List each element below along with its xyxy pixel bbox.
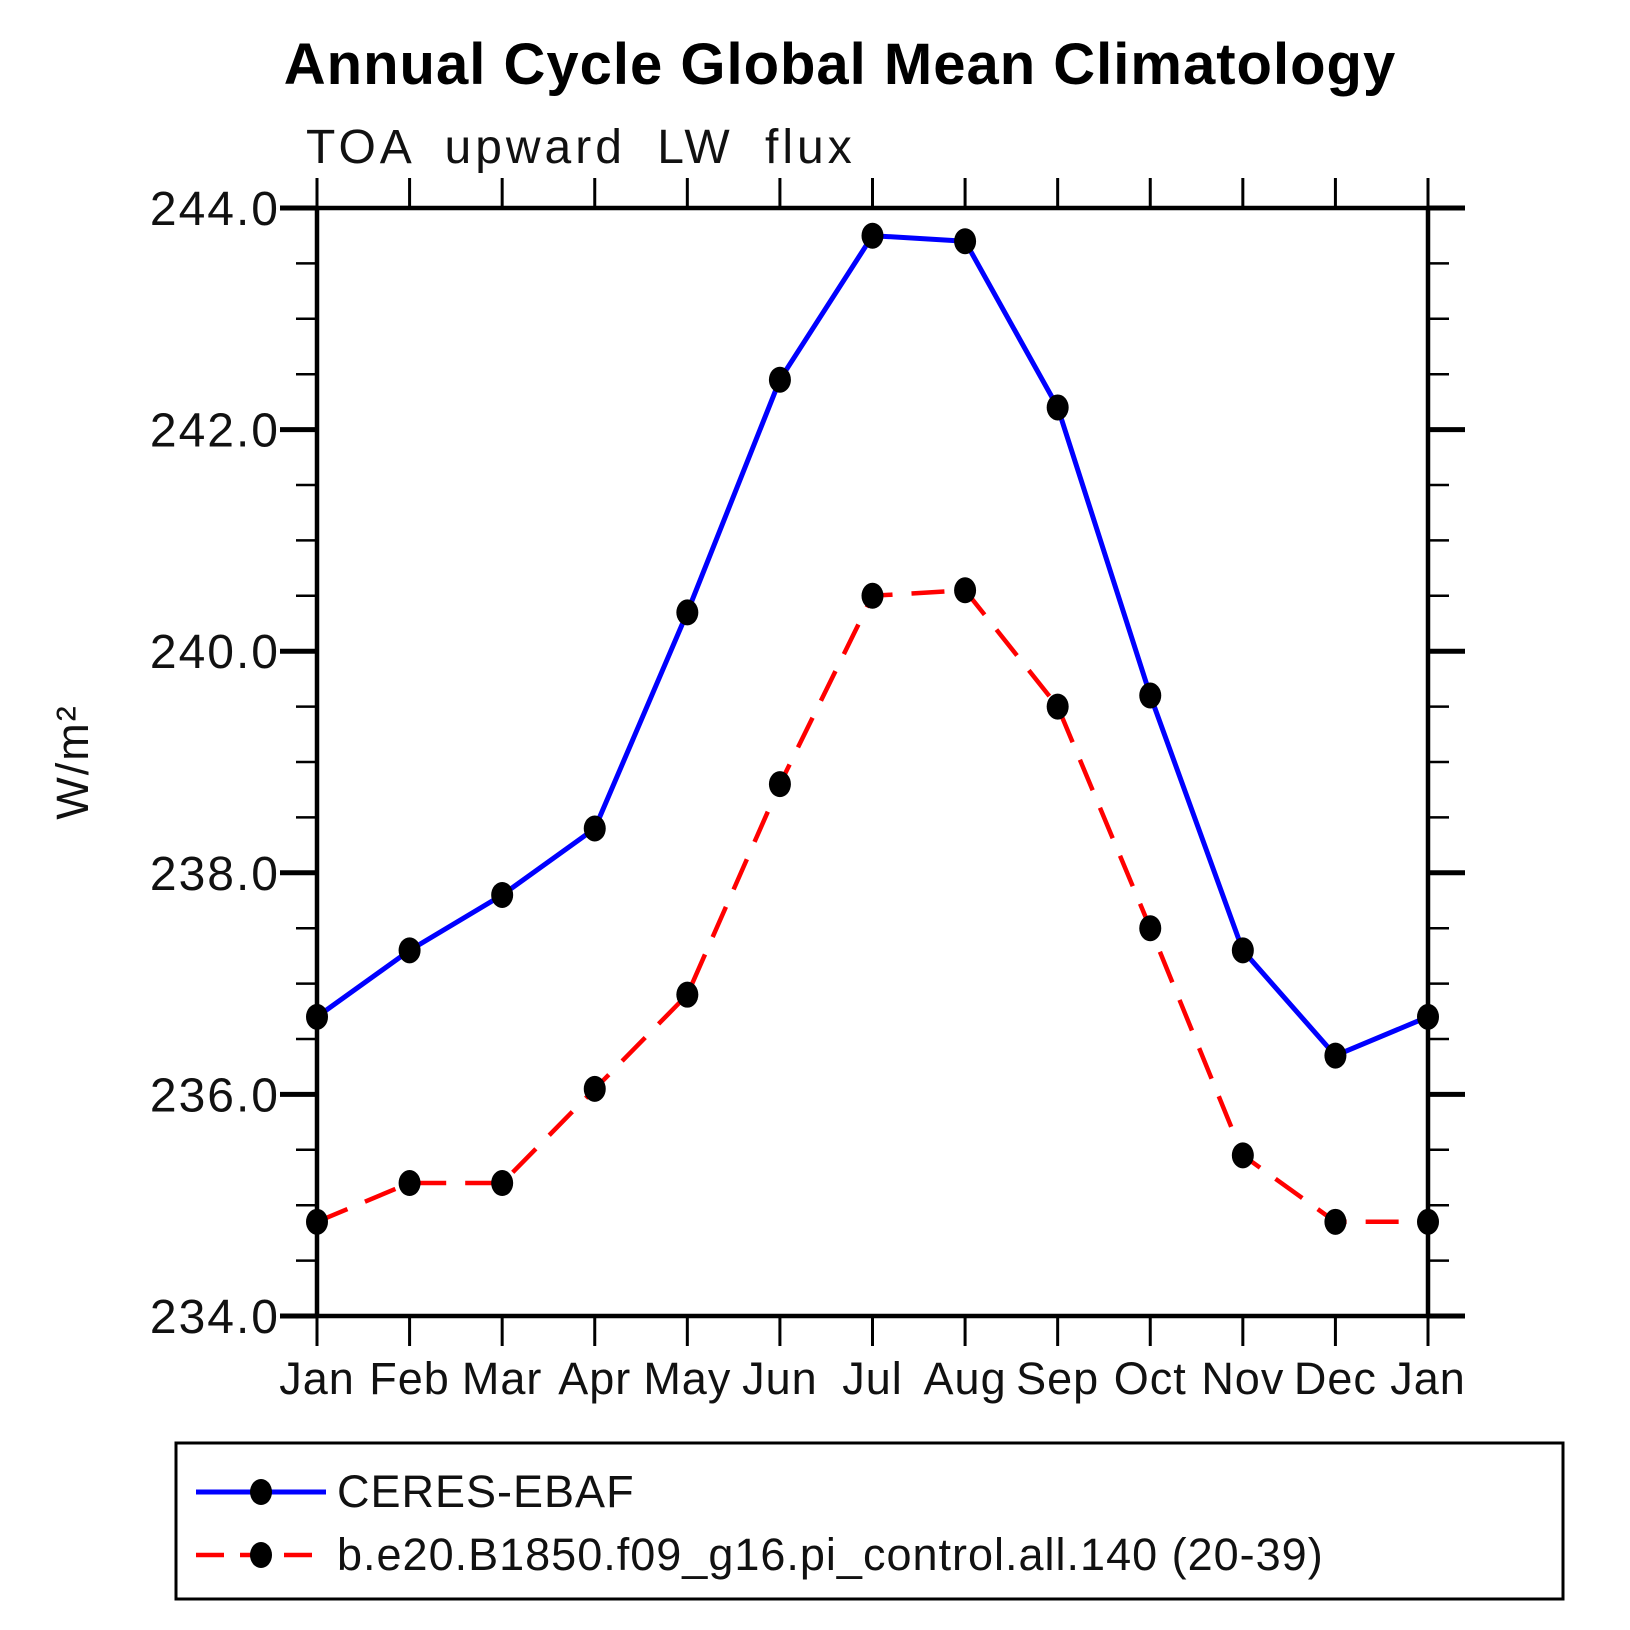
legend-model-label: b.e20.B1850.f09_g16.pi_control.all.140 (…	[337, 1529, 1324, 1580]
y-tick-label: 244.0	[150, 183, 280, 236]
x-tick-label: Feb	[369, 1353, 450, 1404]
x-tick-label: Jan	[1390, 1353, 1466, 1404]
model-data-point	[1231, 1142, 1254, 1169]
obs-data-point	[954, 228, 977, 255]
x-tick-label: Jan	[279, 1353, 355, 1404]
model-data-point	[861, 582, 884, 609]
y-tick-label: 236.0	[150, 1069, 280, 1122]
model-data-point	[398, 1170, 421, 1197]
obs-data-point	[1046, 394, 1069, 421]
y-axis-label: W/m²	[47, 704, 98, 819]
x-tick-label: Aug	[924, 1353, 1007, 1404]
model-data-point	[1139, 915, 1162, 942]
model-data-point	[768, 771, 791, 798]
model-data-point	[583, 1075, 606, 1102]
x-tick-label: Sep	[1016, 1353, 1099, 1404]
obs-data-point	[768, 366, 791, 393]
x-tick-label: Oct	[1114, 1353, 1187, 1404]
x-tick-label: Jun	[742, 1353, 818, 1404]
model-data-point	[491, 1170, 514, 1197]
y-tick-label: 242.0	[150, 405, 280, 458]
plot-frame	[314, 205, 1431, 1319]
model-data-point	[1324, 1208, 1347, 1235]
legend-box	[174, 1441, 1565, 1601]
chart-title: Annual Cycle Global Mean Climatology	[284, 32, 1396, 97]
chart-subtitle: TOA upward LW flux	[306, 121, 856, 174]
legend: CERES-EBAF b.e20.B1850.f09_g16.pi_contro…	[174, 1441, 1565, 1601]
model-data-point	[1046, 693, 1069, 720]
model-data-point	[676, 981, 699, 1008]
y-tick-label: 234.0	[150, 1291, 280, 1344]
obs-data-point	[306, 1003, 328, 1030]
y-tick-labels: 244.0 242.0 240.0 238.0 236.0 234.0	[150, 183, 280, 1344]
legend-obs-marker	[250, 1479, 272, 1505]
obs-data-point	[398, 937, 421, 964]
legend-obs-label: CERES-EBAF	[337, 1466, 635, 1517]
x-tick-label: Apr	[558, 1353, 631, 1404]
obs-data-point	[1139, 682, 1162, 709]
model-data-point	[954, 577, 977, 604]
obs-data-point	[491, 881, 514, 908]
x-tick-label: Nov	[1201, 1353, 1284, 1404]
obs-data-point	[1231, 937, 1254, 964]
x-tick-label: Dec	[1294, 1353, 1377, 1404]
axis-ticks	[280, 178, 1465, 1346]
y-tick-label: 240.0	[150, 626, 280, 679]
x-tick-labels: Jan Feb Mar Apr May Jun Jul Aug Sep Oct Nov Dec Jan	[279, 1353, 1466, 1404]
x-tick-label: Jul	[842, 1353, 903, 1404]
model-data-point	[1417, 1208, 1439, 1235]
obs-data-point	[1324, 1042, 1347, 1069]
legend-model-marker	[250, 1542, 272, 1568]
obs-data-point	[861, 222, 884, 249]
model-data-point	[306, 1208, 328, 1235]
x-tick-label: Mar	[462, 1353, 543, 1404]
obs-series-line	[315, 233, 1429, 1059]
obs-data-point	[1417, 1003, 1439, 1030]
data-series	[306, 222, 1439, 1235]
y-tick-label: 238.0	[150, 848, 280, 901]
plot-border	[314, 205, 1431, 1319]
obs-data-point	[583, 815, 606, 842]
x-tick-label: May	[643, 1353, 731, 1404]
obs-data-point	[676, 599, 699, 626]
